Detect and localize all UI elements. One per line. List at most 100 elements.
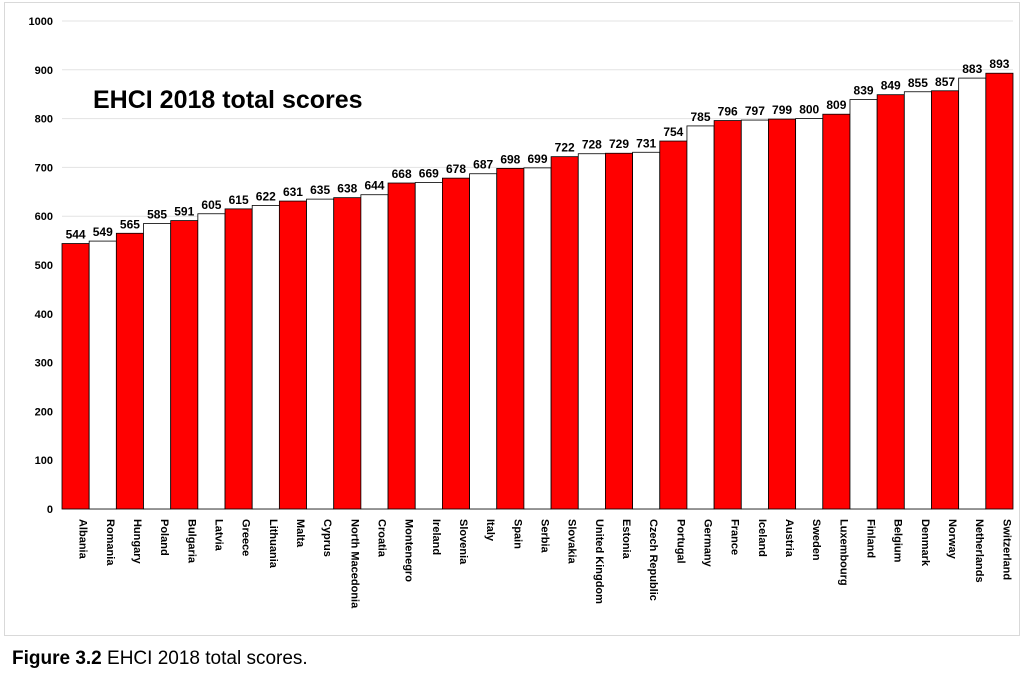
data-label: 731 bbox=[636, 136, 656, 150]
x-tick-label: Latvia bbox=[212, 519, 224, 552]
bar bbox=[278, 200, 307, 510]
x-tick-label: Greece bbox=[240, 519, 252, 556]
data-label: 699 bbox=[527, 152, 547, 166]
bar bbox=[713, 120, 742, 510]
data-label: 678 bbox=[446, 162, 466, 176]
data-label: 622 bbox=[256, 189, 276, 203]
x-tick-label: Portugal bbox=[674, 519, 686, 564]
y-tick-label: 600 bbox=[35, 211, 53, 223]
data-label: 809 bbox=[826, 98, 846, 112]
bar bbox=[306, 198, 335, 510]
x-tick-label: Hungary bbox=[131, 519, 143, 565]
x-tick-label: Germany bbox=[702, 519, 714, 568]
x-tick-label: Bulgaria bbox=[185, 519, 197, 564]
bar bbox=[469, 173, 498, 510]
y-tick-label: 900 bbox=[35, 65, 53, 77]
data-label: 799 bbox=[772, 103, 792, 117]
x-tick-label: Belgium bbox=[892, 519, 904, 563]
bar bbox=[523, 167, 552, 510]
y-tick-label: 700 bbox=[35, 162, 53, 174]
bar bbox=[61, 243, 90, 510]
x-tick-label: United Kingdom bbox=[593, 519, 605, 604]
y-axis-ticks: 0 100 200 300 400 500 600 700 800 900 1000 bbox=[29, 16, 53, 516]
x-tick-label: Serbia bbox=[539, 519, 551, 554]
x-tick-label: Poland bbox=[158, 519, 170, 556]
x-tick-label: Cyprus bbox=[321, 519, 333, 557]
data-label: 669 bbox=[419, 167, 439, 181]
figure-caption: Figure 3.2 EHCI 2018 total scores. bbox=[12, 648, 308, 670]
x-tick-label: Montenegro bbox=[403, 519, 415, 582]
x-tick-label: Romania bbox=[104, 519, 116, 566]
bar bbox=[197, 213, 226, 510]
x-tick-label: France bbox=[729, 519, 741, 555]
y-tick-label: 300 bbox=[35, 358, 53, 370]
bar bbox=[849, 99, 878, 510]
y-tick-label: 1000 bbox=[29, 16, 53, 28]
data-label: 565 bbox=[120, 217, 140, 231]
x-tick-label: Czech Republic bbox=[647, 519, 659, 601]
bar bbox=[632, 151, 661, 510]
data-label: 615 bbox=[229, 193, 249, 207]
bar bbox=[822, 113, 851, 510]
data-label: 591 bbox=[174, 205, 194, 219]
x-tick-label: Malta bbox=[294, 519, 306, 548]
bar bbox=[360, 194, 389, 510]
bar bbox=[740, 119, 769, 510]
bar bbox=[659, 140, 688, 510]
x-axis-ticks: Albania Romania Hungary Poland Bulgaria Latvi… bbox=[77, 519, 1013, 609]
bar bbox=[931, 90, 960, 510]
bar bbox=[768, 118, 797, 510]
caption-text: EHCI 2018 total scores. bbox=[107, 648, 308, 669]
bar bbox=[333, 197, 362, 510]
bars bbox=[61, 72, 1014, 510]
data-label: 796 bbox=[718, 105, 738, 119]
data-label: 800 bbox=[799, 103, 819, 117]
y-tick-label: 100 bbox=[35, 455, 53, 467]
x-tick-label: Spain bbox=[511, 519, 523, 549]
data-label: 605 bbox=[201, 198, 221, 212]
data-label: 893 bbox=[989, 57, 1009, 71]
data-label: 635 bbox=[310, 183, 330, 197]
data-label: 585 bbox=[147, 208, 167, 222]
data-label: 754 bbox=[663, 125, 683, 139]
x-tick-label: Netherlands bbox=[973, 519, 985, 583]
bar bbox=[686, 125, 715, 510]
bar bbox=[414, 182, 443, 510]
caption-label: Figure 3.2 bbox=[12, 648, 102, 669]
data-label: 728 bbox=[582, 138, 602, 152]
bar bbox=[795, 118, 824, 510]
data-label: 883 bbox=[962, 62, 982, 76]
data-label: 631 bbox=[283, 185, 303, 199]
bar bbox=[88, 240, 117, 510]
bar bbox=[903, 91, 932, 510]
bar bbox=[143, 223, 172, 510]
x-tick-label: Ireland bbox=[430, 519, 442, 555]
x-tick-label: Slovenia bbox=[457, 519, 469, 565]
chart-title: EHCI 2018 total scores bbox=[93, 86, 363, 114]
bar bbox=[985, 72, 1014, 510]
bar bbox=[577, 153, 606, 510]
x-tick-label: Denmark bbox=[919, 519, 931, 567]
x-tick-label: Lithuania bbox=[267, 519, 279, 569]
bar bbox=[496, 167, 525, 510]
data-label: 668 bbox=[392, 167, 412, 181]
data-label: 644 bbox=[364, 179, 384, 193]
bar bbox=[170, 220, 199, 510]
x-tick-label: North Macedonia bbox=[348, 519, 360, 609]
x-tick-label: Luxembourg bbox=[837, 519, 849, 586]
bar bbox=[224, 208, 253, 510]
data-label: 729 bbox=[609, 137, 629, 151]
data-label: 687 bbox=[473, 158, 493, 172]
x-tick-label: Croatia bbox=[375, 519, 387, 558]
data-labels: 544 549 565 585 591 605 615 622 631 635 638 644 668 6… bbox=[66, 57, 1010, 241]
x-tick-label: Iceland bbox=[756, 519, 768, 557]
data-label: 785 bbox=[691, 110, 711, 124]
data-label: 855 bbox=[908, 76, 928, 90]
chart-frame: 0 100 200 300 400 500 600 700 800 900 1000 544 549 5… bbox=[4, 2, 1020, 636]
y-tick-label: 0 bbox=[47, 504, 53, 516]
bar bbox=[115, 232, 144, 510]
bar bbox=[441, 177, 470, 510]
bar bbox=[251, 205, 280, 510]
x-tick-label: Norway bbox=[946, 519, 958, 560]
